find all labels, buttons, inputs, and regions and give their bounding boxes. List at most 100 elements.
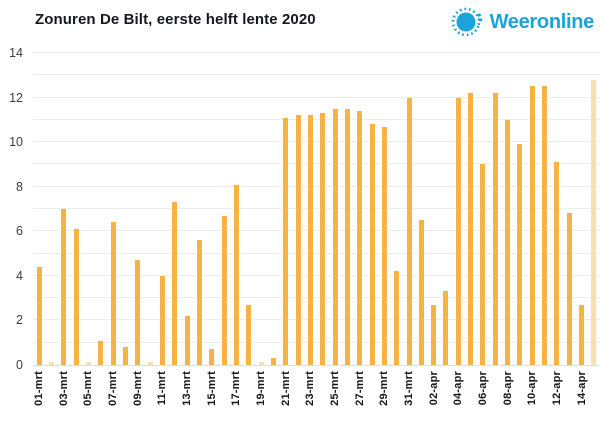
bar [357, 110, 363, 365]
bar [184, 315, 190, 365]
bar [320, 113, 326, 365]
bar [283, 117, 289, 365]
bar [135, 260, 141, 365]
y-tick-label: 4 [16, 268, 23, 283]
bar-slot [588, 53, 600, 365]
x-tick-label: 19-mrt [255, 371, 268, 406]
bar [295, 115, 301, 365]
y-tick-label: 6 [16, 224, 23, 239]
bar-slot [206, 53, 218, 365]
bar [61, 209, 67, 365]
x-slot [70, 371, 82, 422]
bar-slot [169, 53, 181, 365]
x-tick-label: 08-apr [501, 371, 514, 406]
bar [246, 304, 252, 365]
bar [159, 275, 165, 365]
bar [492, 93, 498, 365]
x-slot [95, 371, 107, 422]
bar-slot [95, 53, 107, 365]
x-tick-label: 12-apr [550, 371, 563, 406]
bar [258, 362, 264, 365]
bar [36, 266, 42, 365]
x-slot: 10-apr [526, 371, 538, 422]
gridline [33, 230, 600, 232]
x-tick-label: 07-mrt [107, 371, 120, 406]
gridline [33, 163, 600, 165]
weeronline-logo: Weeronline [449, 4, 594, 40]
bar [85, 362, 91, 365]
bar-slot [45, 53, 57, 365]
x-slot [317, 371, 329, 422]
x-tick-label: 15-mrt [205, 371, 218, 406]
bar-slot [317, 53, 329, 365]
gridline [33, 252, 600, 254]
x-tick-label: 06-apr [476, 371, 489, 406]
bar-slot [514, 53, 526, 365]
bar-slot [304, 53, 316, 365]
bar [542, 86, 548, 365]
x-tick-label: 23-mrt [304, 371, 317, 406]
x-slot: 05-mrt [82, 371, 94, 422]
y-tick-label: 14 [9, 46, 23, 60]
bar-series [33, 53, 600, 365]
bar [332, 108, 338, 365]
bar-slot [403, 53, 415, 365]
x-axis: 01-mrt 03-mrt 05-mrt 07-mrt 09-mrt 11-mrt 13-m… [33, 371, 600, 422]
x-slot [292, 371, 304, 422]
gridline [33, 74, 600, 76]
bar [122, 347, 128, 365]
x-slot [243, 371, 255, 422]
bar-slot [378, 53, 390, 365]
bar [147, 362, 153, 365]
gridline [33, 52, 600, 53]
x-slot [193, 371, 205, 422]
x-tick-label: 27-mrt [353, 371, 366, 406]
x-slot: 08-apr [501, 371, 514, 422]
gridline [33, 297, 600, 299]
plot-area [33, 52, 600, 366]
bar-slot [230, 53, 242, 365]
bar [505, 119, 511, 365]
bar [431, 304, 437, 365]
bar-slot [501, 53, 513, 365]
bar-slot [452, 53, 464, 365]
bar-slot [391, 53, 403, 365]
bar-slot [193, 53, 205, 365]
gridline [33, 118, 600, 120]
x-slot: 27-mrt [354, 371, 366, 422]
gridline [33, 319, 600, 321]
bar-slot [551, 53, 563, 365]
x-slot: 06-apr [477, 371, 489, 422]
gridline [33, 185, 600, 187]
brand-name: Weeronline [489, 10, 595, 33]
bar [221, 215, 227, 365]
x-tick-label: 09-mrt [131, 371, 144, 406]
x-tick-label: 11-mrt [156, 371, 169, 406]
x-tick-label: 29-mrt [378, 371, 391, 406]
bar-slot [107, 53, 119, 365]
bar-slot [428, 53, 440, 365]
x-tick-label: 14-apr [575, 371, 588, 406]
x-slot [563, 371, 575, 422]
x-tick-label: 03-mrt [57, 371, 70, 406]
bar [554, 162, 560, 365]
x-slot [144, 371, 156, 422]
bar [418, 220, 424, 365]
x-slot [464, 371, 476, 422]
x-slot [218, 371, 230, 422]
bar [233, 184, 239, 365]
bar-slot [538, 53, 550, 365]
x-slot [391, 371, 403, 422]
bar-slot [415, 53, 427, 365]
x-tick-label: 31-mrt [403, 371, 415, 406]
gridline [33, 208, 600, 209]
x-slot: 17-mrt [230, 371, 242, 422]
bar [591, 79, 597, 365]
x-slot [119, 371, 131, 422]
bar [579, 304, 585, 365]
bar-slot [132, 53, 144, 365]
bar-slot [243, 53, 255, 365]
x-tick-label: 02-apr [427, 371, 440, 406]
x-slot [45, 371, 57, 422]
